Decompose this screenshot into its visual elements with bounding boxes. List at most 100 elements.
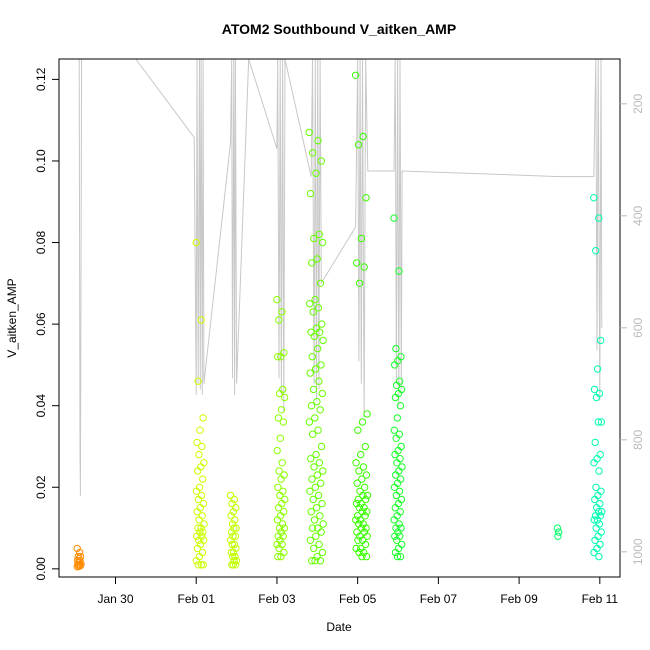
data-point (391, 532, 399, 540)
data-point (274, 532, 282, 540)
x-tick-label: Feb 01 (178, 592, 216, 606)
data-point (278, 308, 286, 316)
data-point (592, 483, 600, 491)
data-point (277, 475, 285, 483)
data-point (275, 316, 283, 324)
data-point (391, 393, 400, 402)
data-point (553, 524, 562, 532)
data-point (227, 528, 236, 536)
data-point (392, 471, 400, 479)
data-point (595, 467, 603, 475)
data-point (358, 552, 366, 561)
y-tick-label: 0.12 (34, 67, 48, 91)
data-point (313, 471, 322, 479)
data-point (231, 516, 239, 524)
data-point (593, 365, 602, 373)
data-point (311, 414, 319, 422)
data-point (273, 446, 281, 455)
data-point (192, 487, 201, 495)
data-point (197, 561, 206, 569)
data-point (361, 540, 370, 549)
data-point (392, 524, 400, 532)
data-point (591, 536, 599, 544)
data-point (314, 136, 322, 145)
data-point (230, 557, 238, 565)
data-point (363, 532, 371, 540)
data-point (229, 532, 237, 540)
data-point (393, 552, 402, 561)
data-point (230, 495, 239, 504)
data-point (194, 524, 202, 532)
data-point (232, 504, 240, 512)
data-point (308, 475, 316, 483)
data-point (307, 455, 315, 463)
data-point (590, 459, 598, 467)
data-point (595, 214, 603, 222)
data-point (76, 557, 84, 565)
data-point (227, 512, 235, 520)
data-point (193, 532, 201, 540)
data-point (390, 483, 399, 491)
data-point (390, 426, 398, 434)
data-point (231, 561, 240, 569)
data-point (598, 508, 606, 516)
y2-tick-label: 600 (631, 317, 645, 337)
data-point (275, 504, 283, 512)
data-point (274, 483, 282, 491)
data-point (279, 418, 288, 426)
data-point (309, 385, 318, 394)
data-point (311, 295, 319, 304)
data-point (306, 189, 315, 198)
data-point (275, 389, 284, 398)
data-point (277, 353, 285, 361)
altitude-trace (78, 59, 603, 496)
data-point (595, 552, 603, 561)
data-point (274, 414, 283, 422)
data-point (198, 442, 206, 451)
data-point (312, 450, 320, 459)
data-point (313, 397, 321, 406)
data-point (318, 548, 327, 557)
data-point (314, 304, 323, 312)
data-point (392, 344, 400, 353)
data-point (318, 320, 326, 328)
y-tick-label: 0.02 (34, 475, 48, 499)
data-point (359, 463, 368, 471)
data-point (354, 141, 363, 149)
data-point (317, 528, 325, 536)
data-point (315, 459, 324, 467)
data-point (317, 361, 325, 369)
data-point (390, 516, 398, 524)
data-point (193, 438, 201, 447)
data-point (316, 512, 324, 520)
data-point (358, 475, 366, 483)
data-point (309, 495, 317, 504)
data-point (360, 483, 369, 491)
data-point (314, 491, 323, 500)
data-point (362, 524, 370, 532)
data-point (306, 487, 314, 495)
data-point (226, 491, 235, 500)
data-point (311, 483, 319, 491)
data-point (395, 267, 403, 275)
x-axis-label: Date (326, 620, 352, 634)
data-point (592, 393, 601, 402)
data-point (308, 353, 316, 361)
data-point (317, 442, 326, 451)
data-point (307, 328, 315, 336)
data-point (229, 561, 238, 569)
x-tick-label: Feb 03 (258, 592, 296, 606)
data-point (305, 418, 314, 426)
data-point (277, 406, 286, 414)
data-point (313, 255, 321, 263)
data-point (351, 71, 360, 80)
data-point (194, 467, 202, 475)
data-point (232, 544, 240, 553)
x-tick-label: Feb 07 (420, 592, 458, 606)
data-point (555, 528, 563, 536)
data-point (231, 552, 239, 561)
data-point (310, 463, 318, 471)
data-point (193, 544, 202, 553)
data-point (353, 479, 361, 487)
data-point (360, 263, 368, 271)
